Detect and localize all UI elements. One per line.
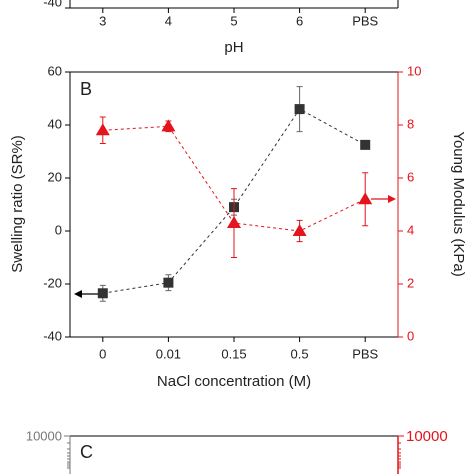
y2-tick-label: 10000 (406, 428, 448, 445)
x-tick-label: 3 (99, 13, 106, 28)
x-tick-label: 5 (230, 13, 237, 28)
panel-label: B (80, 79, 92, 99)
x-tick-label: PBS (352, 346, 378, 361)
y-tick-label: 10000 (26, 428, 62, 443)
series-line (102, 108, 366, 294)
data-point (227, 216, 241, 229)
data-point (95, 123, 110, 136)
x-tick-label: 6 (296, 13, 303, 28)
x-tick-label: 0.15 (221, 346, 246, 361)
y-axis-title: Swelling ratio (SR%) (9, 135, 26, 273)
x-axis-title: NaCl concentration (M) (157, 373, 311, 390)
y2-tick-label: 6 (407, 169, 414, 184)
y-tick-label: -20 (43, 275, 62, 290)
data-point (294, 104, 305, 115)
x-tick-label: 0.5 (291, 346, 309, 361)
x-tick-label: 0.01 (156, 346, 181, 361)
y2-axis-title: Young Modulus (KPa) (450, 131, 467, 276)
axis-arrows (74, 195, 396, 298)
data-point (161, 119, 176, 132)
data-point (358, 192, 373, 205)
y-tick-label: 40 (48, 116, 62, 131)
y2-tick-label: 4 (407, 222, 414, 237)
y-tick-label: 0 (55, 222, 62, 237)
y2-tick-label: 8 (407, 116, 414, 131)
x-tick-label: 0 (99, 346, 106, 361)
y2-tick-label: 10 (407, 63, 421, 78)
y2-tick-label: 0 (407, 328, 414, 343)
data-point (360, 139, 371, 150)
x-tick-label: 4 (165, 13, 172, 28)
y-tick-label: -40 (43, 328, 62, 343)
y-tick-label: 20 (48, 169, 62, 184)
x-tick-label: PBS (352, 13, 378, 28)
x-axis-title: pH (224, 39, 243, 56)
panel-label: C (80, 442, 93, 462)
y2-tick-label: 2 (407, 275, 414, 290)
data-point (292, 224, 307, 236)
y-tick-label: 60 (48, 63, 62, 78)
data-point (163, 277, 174, 288)
y-tick-label: -40 (43, 0, 62, 9)
data-point (97, 288, 108, 299)
